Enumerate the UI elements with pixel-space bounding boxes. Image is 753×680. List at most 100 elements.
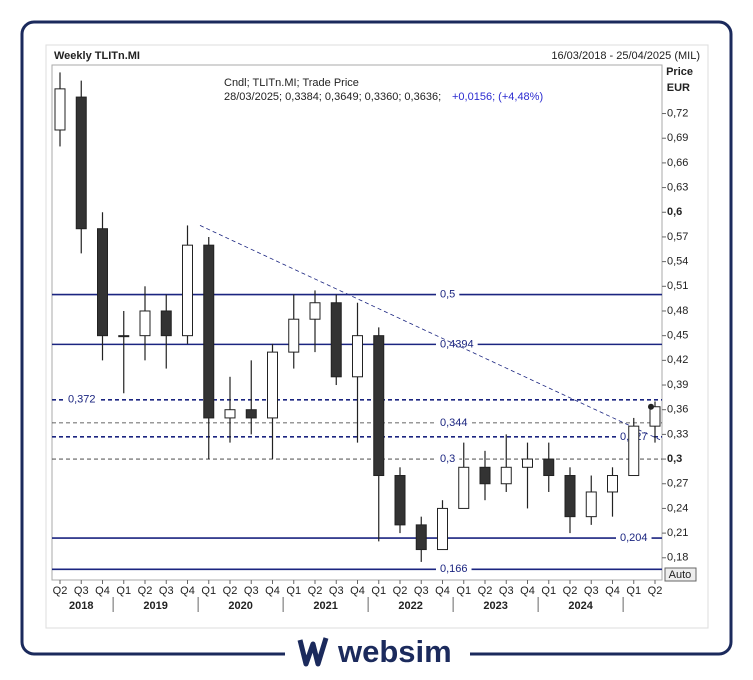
candle-body [54,88,66,131]
y-tick-label: 0,63 [667,181,688,193]
x-tick-label: Q2 [308,585,323,597]
x-tick-label: Q1 [201,585,216,597]
x-tick-label: Q2 [53,585,68,597]
candle-body [267,351,278,419]
level-label: 0,166 [440,563,468,575]
x-tick-label: Q1 [456,585,471,597]
candle-body [309,302,321,320]
y-tick-label: 0,6 [667,206,682,218]
level-label: 0,204 [620,532,648,544]
y-tick-label: 0,72 [667,107,688,119]
candle-body [628,425,640,477]
x-tick-label: Q3 [159,585,174,597]
y-tick-label: 0,51 [667,280,688,292]
chart-title: Weekly TLITn.MI [54,50,140,62]
x-tick-label: Q1 [116,585,131,597]
x-tick-label: Q4 [435,585,450,597]
x-tick-label: Q2 [138,585,153,597]
level-label: 0,5 [440,288,455,300]
x-tick-label: Q2 [223,585,238,597]
y-axis-unit: EUR [667,82,690,94]
info-change: +0,0156; (+4,48%) [452,91,543,103]
y-tick-label: 0,39 [667,379,688,391]
level-label: 0,3 [440,453,455,465]
candle-body [224,409,236,419]
info-line: 28/03/2025; 0,3384; 0,3649; 0,3360; 0,36… [224,91,441,103]
x-tick-label: Q4 [350,585,365,597]
y-tick-label: 0,24 [667,502,688,514]
candle-body [437,507,448,551]
logo-icon [297,637,329,667]
scale-button-label[interactable]: Auto [669,569,692,581]
y-tick-label: 0,69 [667,132,688,144]
x-tick-label: Q4 [605,585,620,597]
y-tick-label: 0,57 [667,231,688,243]
y-tick-label: 0,21 [667,527,688,539]
x-tick-label: Q3 [499,585,514,597]
level-label-bg [436,563,472,576]
y-tick-label: 0,36 [667,404,688,416]
candle-body [139,310,151,337]
scale-button[interactable] [664,567,697,582]
candle-body [649,406,661,427]
level-label: 0,4394 [440,338,474,350]
level-label-bg [436,453,460,466]
level-label-bg [64,393,100,406]
candle-body [373,335,385,477]
y-tick-label: 0,42 [667,354,688,366]
x-tick-label: Q3 [74,585,89,597]
year-label: 2021 [313,600,337,612]
x-tick-label: Q4 [95,585,110,597]
level-label-bg [616,532,652,545]
x-tick-label: Q3 [414,585,429,597]
candle-body [585,491,597,518]
x-tick-label: Q4 [265,585,280,597]
level-label-bg [436,288,460,301]
candle-body [203,244,215,419]
candle-body [543,458,555,477]
date-range: 16/03/2018 - 25/04/2025 (MIL) [551,50,700,62]
year-label: 2023 [483,600,507,612]
x-tick-label: Q3 [329,585,344,597]
trendline [199,225,661,441]
x-tick-label: Q4 [180,585,195,597]
candle-body [522,458,533,468]
x-tick-label: Q1 [541,585,556,597]
year-label: 2022 [398,600,422,612]
y-tick-label: 0,33 [667,428,688,440]
info-line: Cndl; TLITn.MI; Trade Price [224,77,359,89]
candle-body [330,302,342,378]
x-tick-label: Q2 [478,585,493,597]
candle-body [75,96,87,230]
candle-body [245,409,257,419]
candle-body [352,335,363,378]
x-tick-label: Q1 [371,585,386,597]
y-tick-label: 0,66 [667,157,688,169]
y-axis-label: Price [666,66,693,78]
x-tick-label: Q3 [584,585,599,597]
x-tick-label: Q2 [393,585,408,597]
level-label: 0,344 [440,417,468,429]
level-label: 0,372 [68,394,96,406]
candle-body [118,335,130,338]
year-label: 2024 [568,600,593,612]
year-label: 2019 [143,600,167,612]
candle-body [394,475,406,526]
level-label-bg [436,416,472,429]
candle-body [97,228,108,337]
brand: websim [337,634,452,669]
y-tick-label: 0,18 [667,552,688,564]
x-tick-label: Q1 [626,585,641,597]
candle-body [500,466,512,485]
x-tick-label: Q2 [563,585,578,597]
x-tick-label: Q3 [244,585,259,597]
last-price-dot [648,403,654,410]
y-tick-label: 0,27 [667,478,688,490]
candle-body [458,466,470,509]
year-label: 2020 [228,600,252,612]
candle-body [288,318,300,353]
x-tick-label: Q1 [286,585,301,597]
y-tick-label: 0,3 [667,453,682,465]
candle-body [182,244,193,337]
